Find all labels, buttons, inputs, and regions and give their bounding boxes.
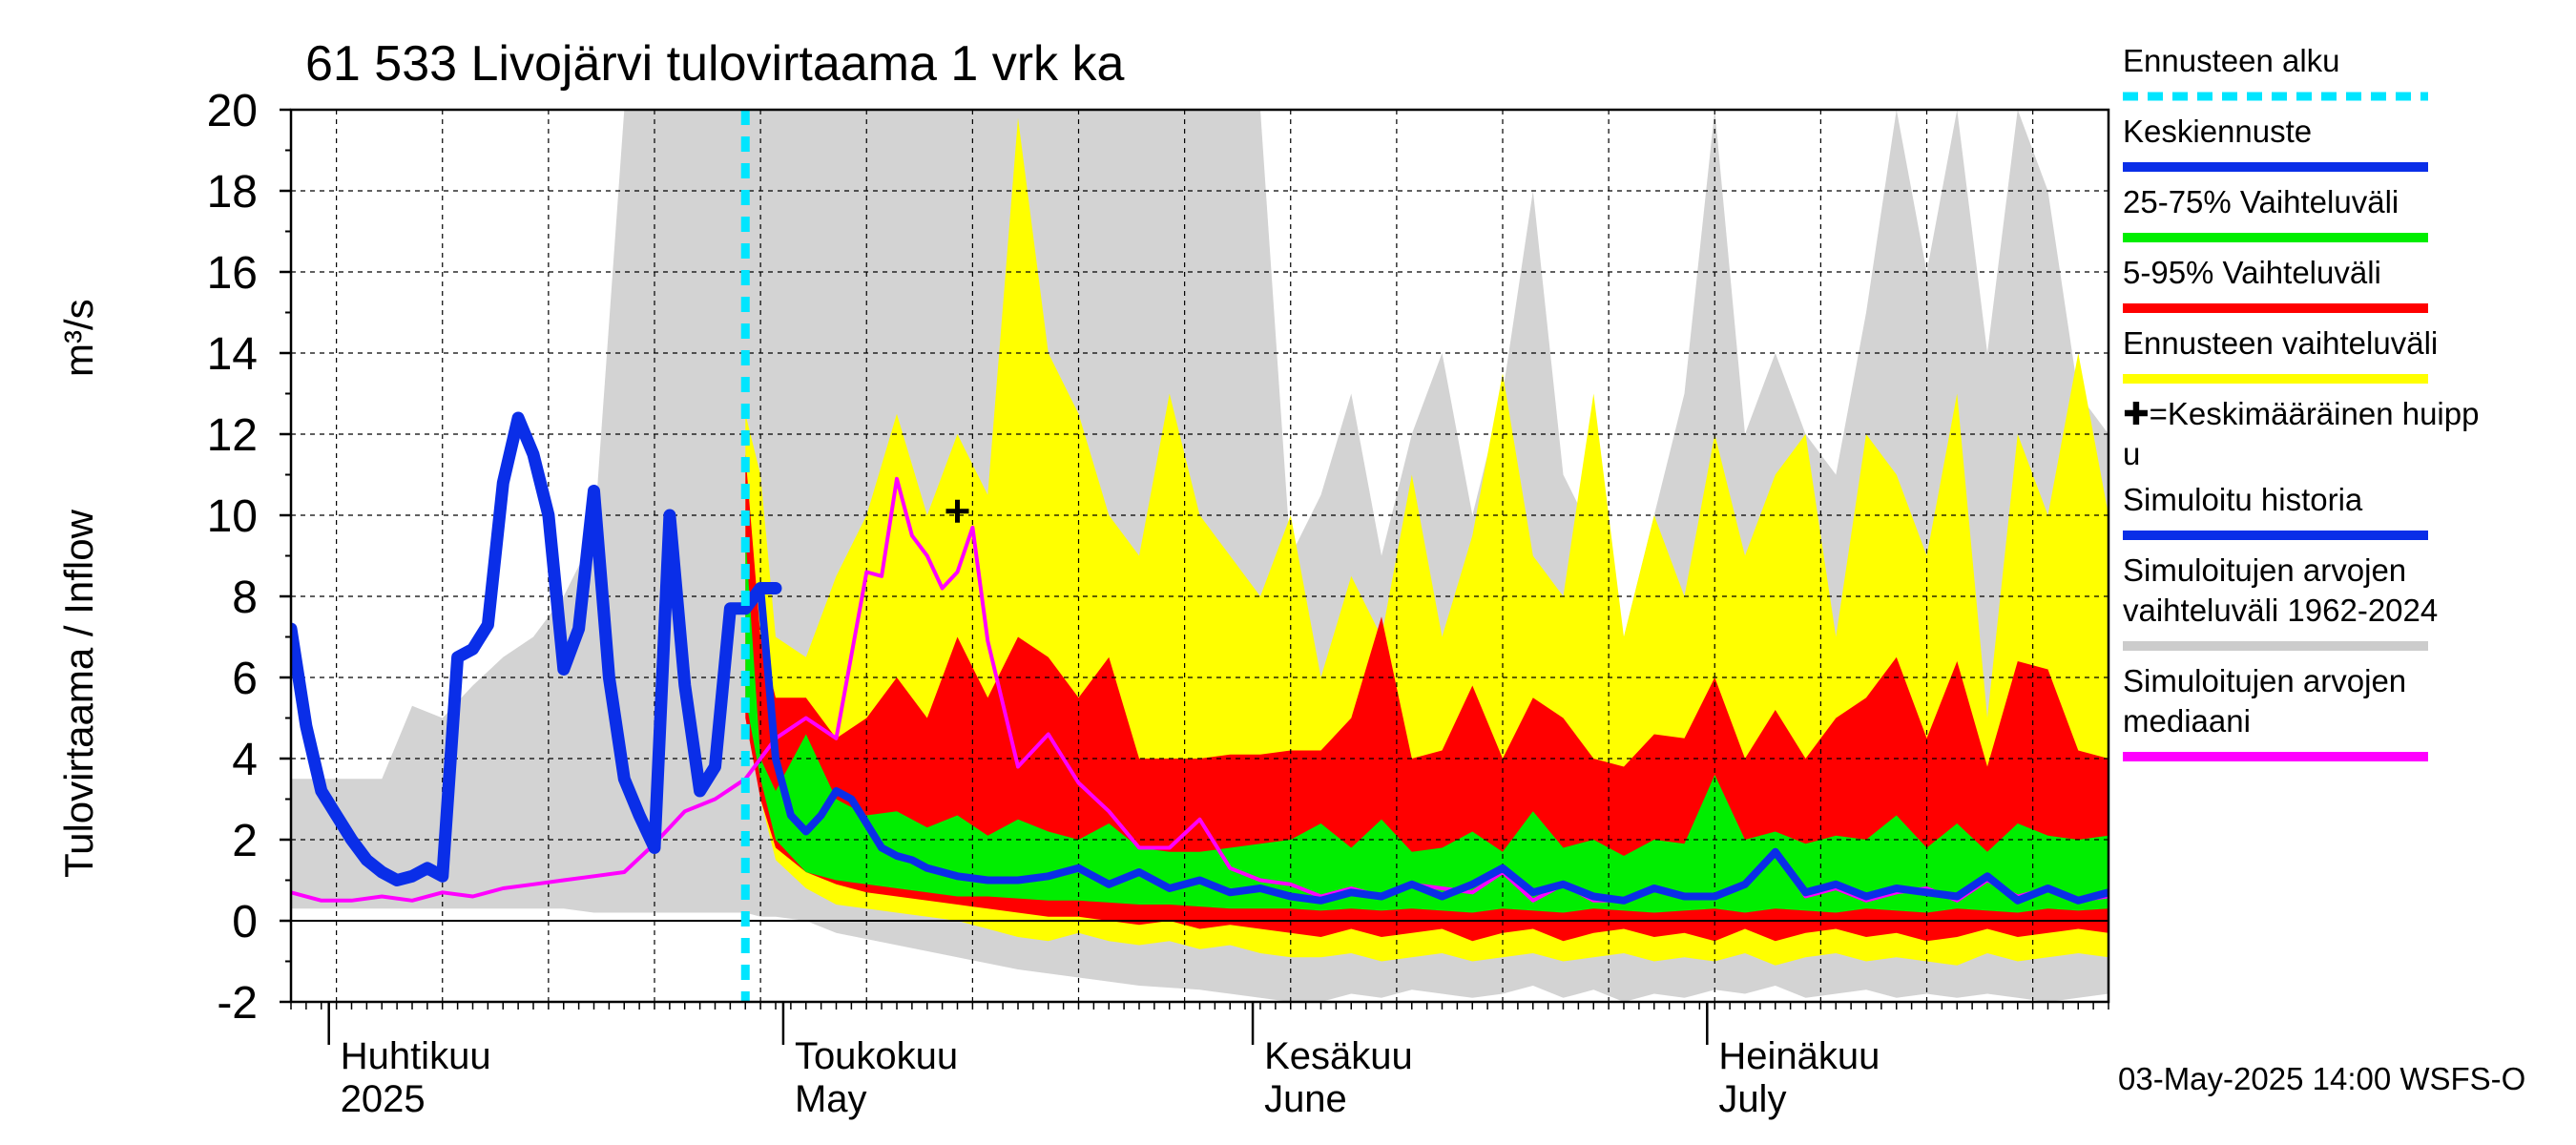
- legend-item: Ennusteen vaihteluväli: [2123, 325, 2438, 384]
- mean-forecast-line: [757, 584, 2109, 905]
- month-label-fi: Heinäkuu: [1718, 1035, 1880, 1077]
- simulated-history-line: [291, 411, 782, 886]
- legend-label: vaihteluväli 1962-2024: [2123, 593, 2438, 628]
- legend-label: Simuloitujen arvojen: [2123, 552, 2406, 588]
- legend-item: Simuloitujen arvojen vaihteluväli 1962-20…: [2123, 552, 2438, 651]
- legend-item: 25-75% Vaihteluväli: [2123, 184, 2428, 242]
- month-label-en: June: [1264, 1078, 1347, 1120]
- legend-item: Simuloitu historia: [2123, 482, 2428, 540]
- legend-label: u: [2123, 436, 2140, 471]
- month-label-fi: Kesäkuu: [1264, 1035, 1413, 1077]
- y-tick-label: 0: [232, 897, 258, 947]
- range-bands: [291, 110, 2109, 1002]
- legend-label: Ennusteen alku: [2123, 43, 2340, 78]
- y-tick-label: -2: [217, 978, 258, 1029]
- legend-label: Simuloitujen arvojen: [2123, 663, 2406, 698]
- legend-item: ✚=Keskimääräinen huipp u: [2123, 396, 2479, 471]
- legend-label: Ennusteen vaihteluväli: [2123, 325, 2438, 361]
- y-tick-label: 14: [207, 329, 258, 380]
- mean-peak-marker: [945, 499, 969, 523]
- month-label-en: July: [1718, 1078, 1786, 1120]
- band-25-75: [745, 535, 2109, 913]
- y-tick-label: 12: [207, 410, 258, 461]
- y-axis-unit-label: m³/s: [56, 299, 101, 377]
- y-axis-label: Tulovirtaama / Inflow: [56, 509, 101, 878]
- axes: [280, 108, 2110, 1045]
- month-label-en: 2025: [341, 1078, 426, 1120]
- y-tick-label: 8: [232, 572, 258, 623]
- y-tick-label: 20: [207, 86, 258, 136]
- y-tick-label: 2: [232, 816, 258, 866]
- y-tick-label: 18: [207, 167, 258, 218]
- month-label-fi: Toukokuu: [795, 1035, 958, 1077]
- chart-title: 61 533 Livojärvi tulovirtaama 1 vrk ka: [305, 36, 1124, 92]
- legend-label: 25-75% Vaihteluväli: [2123, 184, 2399, 219]
- legend-item: Ennusteen alku: [2123, 43, 2428, 101]
- month-label-fi: Huhtikuu: [341, 1035, 491, 1077]
- series-lines: [291, 110, 2109, 1002]
- footer-timestamp: 03-May-2025 14:00 WSFS-O: [2118, 1061, 2525, 1096]
- legend-item: Keskiennuste: [2123, 114, 2428, 172]
- y-tick-label: 10: [207, 491, 258, 542]
- legend-label: Simuloitu historia: [2123, 482, 2363, 517]
- legend-label: mediaani: [2123, 703, 2251, 739]
- legend-label: 5-95% Vaihteluväli: [2123, 255, 2381, 290]
- y-tick-label: 6: [232, 654, 258, 704]
- legend-label: Keskiennuste: [2123, 114, 2312, 149]
- month-label-en: May: [795, 1078, 867, 1120]
- legend: Ennusteen alku Keskiennuste 25-75% Vaihtel…: [2123, 43, 2479, 761]
- legend-item: 5-95% Vaihteluväli: [2123, 255, 2428, 313]
- y-tick-label: 4: [232, 735, 258, 785]
- band-5-95: [745, 454, 2109, 942]
- y-tick-label: 16: [207, 248, 258, 299]
- legend-item: Simuloitujen arvojen mediaani: [2123, 663, 2428, 761]
- legend-label: ✚=Keskimääräinen huipp: [2123, 396, 2479, 431]
